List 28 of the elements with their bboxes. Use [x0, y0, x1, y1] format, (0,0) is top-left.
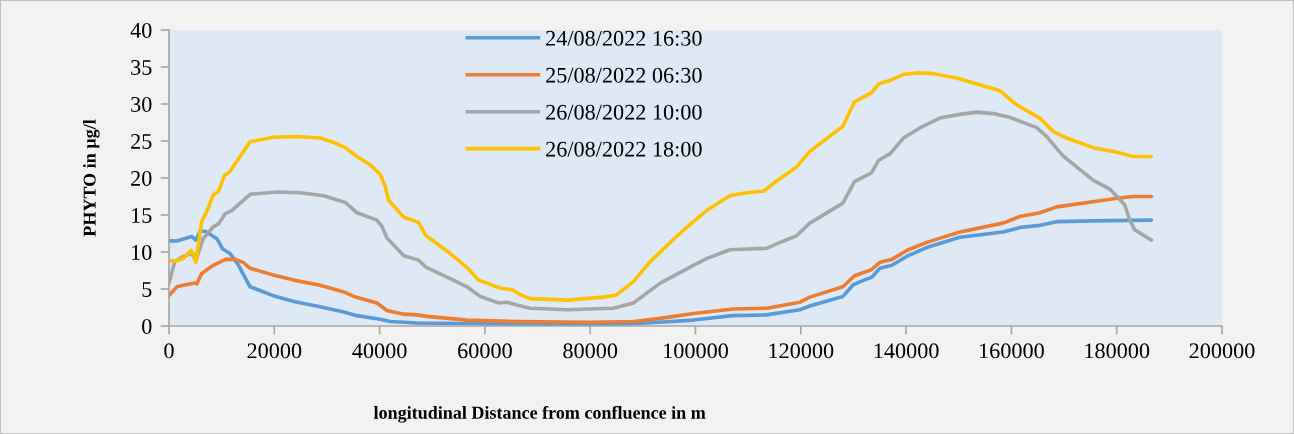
- x-tick-label: 0: [164, 343, 174, 359]
- x-axis-title: longitudinal Distance from confluence in m: [373, 405, 706, 423]
- legend-label: 26/08/2022 18:00: [546, 141, 702, 157]
- x-tick-label: 120000: [769, 343, 834, 359]
- y-axis-title: PHYTO in µg/l: [83, 119, 100, 237]
- legend-label: 26/08/2022 10:00: [546, 104, 702, 120]
- y-tick-label: 40: [130, 22, 152, 38]
- x-tick-label: 200000: [1189, 343, 1255, 359]
- x-tick-label: 40000: [352, 343, 407, 359]
- y-tick-label: 30: [131, 96, 152, 112]
- x-tick-label: 80000: [563, 343, 618, 359]
- line-series: [169, 194, 1154, 325]
- y-tick-label: 35: [131, 59, 152, 75]
- x-tick-label: 100000: [664, 343, 728, 359]
- x-tick-label: 140000: [874, 343, 939, 359]
- x-tick-label: 160000: [980, 343, 1044, 359]
- legend-label: 24/08/2022 16:30: [546, 30, 702, 46]
- x-tick-label: 180000: [1085, 343, 1150, 359]
- y-tick-label: 15: [132, 208, 152, 223]
- y-tick-label: 20: [131, 170, 152, 186]
- legend-label: 25/08/2022 06:30: [546, 67, 702, 83]
- y-tick-label: 5: [142, 282, 152, 297]
- x-tick-label: 20000: [247, 343, 302, 359]
- y-tick-label: 10: [132, 244, 152, 260]
- x-tick-label: 60000: [458, 343, 512, 359]
- y-tick-label: 0: [142, 318, 152, 334]
- line-series: [169, 218, 1154, 326]
- y-tick-label: 25: [131, 133, 152, 149]
